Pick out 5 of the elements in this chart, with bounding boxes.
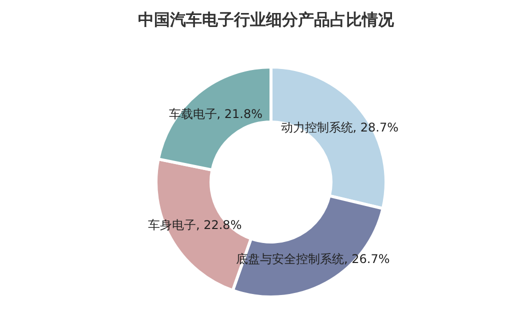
slice-label: 动力控制系统, 28.7% (280, 120, 399, 135)
slice-label: 车载电子, 21.8% (168, 107, 263, 122)
slice-label: 车身电子, 22.8% (148, 218, 242, 232)
slice-label: 底盘与安全控制系统, 26.7% (236, 252, 390, 266)
chart-title: 中国汽车电子行业细分产品占比情况 (137, 10, 395, 31)
